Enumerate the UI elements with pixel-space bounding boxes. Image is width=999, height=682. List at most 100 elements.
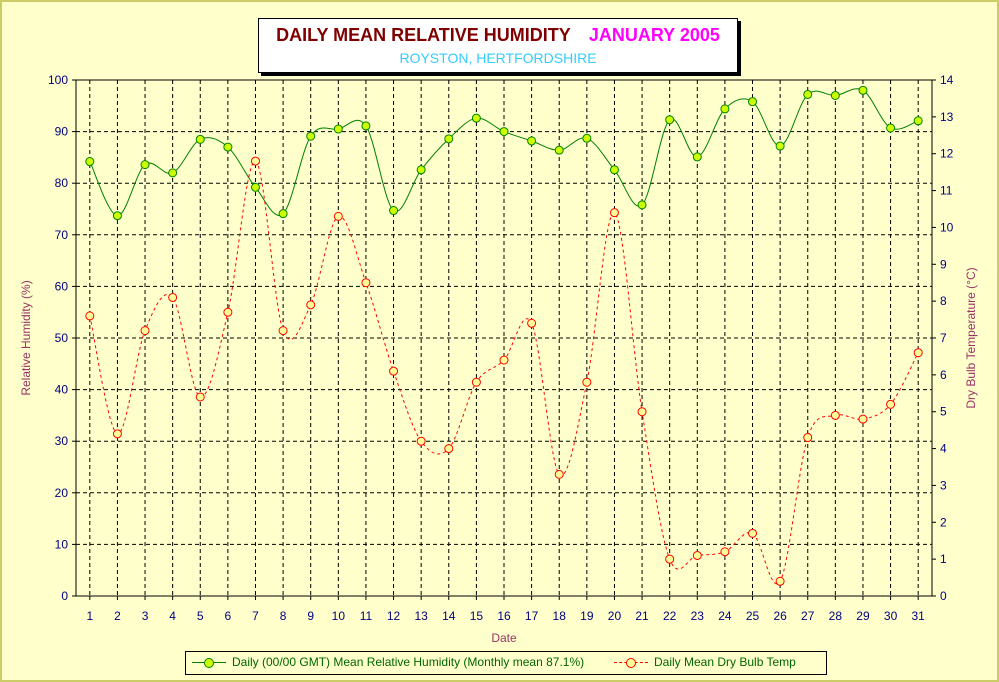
x-tick-label: 14 <box>442 609 456 623</box>
humidity-data-point <box>527 136 537 146</box>
x-tick-label: 26 <box>773 609 787 623</box>
humidity-data-point <box>720 104 730 114</box>
temperature-data-point <box>527 318 537 328</box>
axes-layer: 0102030405060708090100012345678910111213… <box>48 73 954 623</box>
x-tick-label: 12 <box>387 609 401 623</box>
y-tick-label-right: 2 <box>940 515 947 529</box>
temperature-data-point <box>609 208 619 218</box>
humidity-data-point <box>913 116 923 126</box>
x-tick-label: 4 <box>169 609 176 623</box>
humidity-data-point <box>748 97 758 107</box>
y-tick-label-right: 0 <box>940 589 947 603</box>
humidity-data-point <box>499 127 509 137</box>
y-tick-label-right: 4 <box>940 442 947 456</box>
y-tick-label-right: 5 <box>940 405 947 419</box>
y-tick-label-right: 10 <box>940 220 954 234</box>
x-tick-label: 9 <box>307 609 314 623</box>
x-tick-label: 21 <box>635 609 649 623</box>
x-tick-label: 30 <box>884 609 898 623</box>
temperature-data-point <box>195 392 205 402</box>
x-tick-label: 27 <box>801 609 815 623</box>
series-layer <box>85 85 923 586</box>
humidity-data-point <box>140 160 150 170</box>
y-tick-label-right: 1 <box>940 552 947 566</box>
temperature-data-point <box>858 414 868 424</box>
temperature-data-point <box>830 410 840 420</box>
humidity-data-point <box>112 211 122 221</box>
x-tick-label: 17 <box>525 609 539 623</box>
humidity-data-point <box>416 165 426 175</box>
x-tick-label: 6 <box>225 609 232 623</box>
humidity-data-point <box>278 209 288 219</box>
x-tick-label: 16 <box>497 609 511 623</box>
x-tick-label: 1 <box>86 609 93 623</box>
temperature-data-point <box>637 407 647 417</box>
x-tick-label: 2 <box>114 609 121 623</box>
y-axis-label-right: Dry Bulb Temperature (°C) <box>964 267 978 408</box>
humidity-data-point <box>830 90 840 100</box>
y-tick-label-right: 13 <box>940 110 954 124</box>
temperature-data-point <box>499 355 509 365</box>
temperature-data-point <box>333 211 343 221</box>
temperature-data-point <box>554 469 564 479</box>
chart-title: DAILY MEAN RELATIVE HUMIDITY <box>276 25 571 45</box>
chart-subtitle: ROYSTON, HERTFORDSHIRE <box>399 50 597 66</box>
humidity-data-point <box>886 123 896 133</box>
humidity-data-point <box>168 168 178 178</box>
y-tick-label-left: 100 <box>48 73 68 87</box>
temperature-data-point <box>775 576 785 586</box>
y-tick-label-left: 60 <box>55 279 69 293</box>
temperature-data-point <box>803 433 813 443</box>
humidity-data-point <box>609 165 619 175</box>
temperature-data-point <box>471 377 481 387</box>
temperature-data-point <box>112 429 122 439</box>
y-tick-label-left: 80 <box>55 176 69 190</box>
humidity-data-point <box>389 206 399 216</box>
y-tick-label-right: 14 <box>940 73 954 87</box>
y-tick-label-right: 7 <box>940 331 947 345</box>
x-tick-label: 5 <box>197 609 204 623</box>
humidity-data-point <box>333 124 343 134</box>
x-tick-label: 23 <box>691 609 705 623</box>
x-tick-label: 19 <box>580 609 594 623</box>
temperature-data-point <box>306 300 316 310</box>
temperature-data-point <box>692 550 702 560</box>
temperature-data-point <box>85 311 95 321</box>
y-tick-label-left: 40 <box>55 383 69 397</box>
x-tick-label: 8 <box>280 609 287 623</box>
humidity-data-point <box>803 89 813 99</box>
x-tick-label: 11 <box>360 609 373 623</box>
humidity-data-point <box>582 133 592 143</box>
humidity-data-point <box>223 142 233 152</box>
y-tick-label-right: 11 <box>940 184 953 198</box>
chart-title-box: DAILY MEAN RELATIVE HUMIDITY JANUARY 2005… <box>258 18 738 73</box>
y-axis-label-left: Relative Humidity (%) <box>19 280 33 395</box>
x-tick-label: 18 <box>553 609 567 623</box>
x-tick-label: 22 <box>663 609 677 623</box>
temperature-data-point <box>913 348 923 358</box>
grid-layer <box>76 80 932 596</box>
y-tick-label-left: 70 <box>55 228 69 242</box>
chart-title-period: JANUARY 2005 <box>588 25 720 45</box>
humidity-data-point <box>858 85 868 95</box>
y-tick-label-right: 8 <box>940 294 947 308</box>
temperature-data-point <box>748 528 758 538</box>
y-tick-label-left: 20 <box>55 486 69 500</box>
x-tick-label: 15 <box>470 609 484 623</box>
y-tick-label-right: 12 <box>940 147 954 161</box>
x-tick-label: 10 <box>332 609 346 623</box>
humidity-data-point <box>471 113 481 123</box>
humidity-data-point <box>637 200 647 210</box>
humidity-data-point <box>361 121 371 131</box>
humidity-data-point <box>775 141 785 151</box>
temperature-data-point <box>140 326 150 336</box>
temperature-data-point <box>389 366 399 376</box>
y-tick-label-left: 50 <box>55 331 69 345</box>
x-tick-label: 13 <box>414 609 428 623</box>
x-tick-label: 24 <box>718 609 732 623</box>
legend-humidity-label: Daily (00/00 GMT) Mean Relative Humidity… <box>232 655 585 669</box>
temperature-data-point <box>886 399 896 409</box>
humidity-data-point <box>250 182 260 192</box>
humidity-data-point <box>85 157 95 167</box>
